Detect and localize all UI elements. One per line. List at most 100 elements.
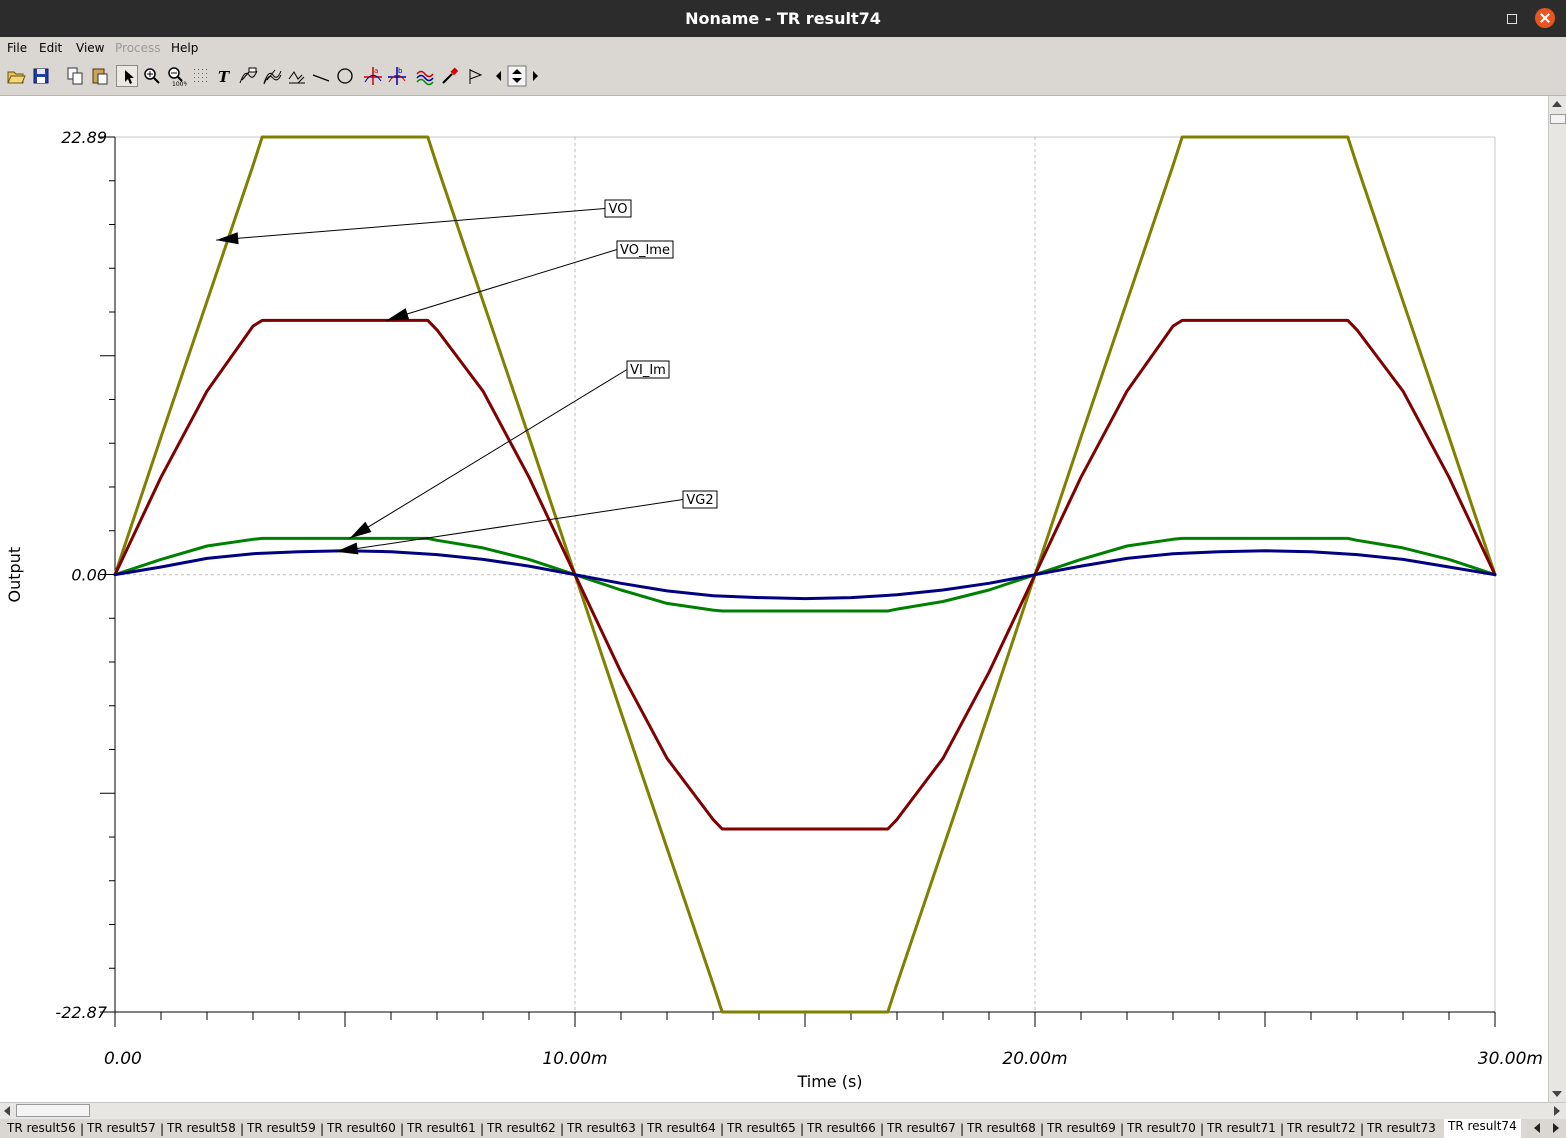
- maximize-button[interactable]: [1502, 8, 1522, 28]
- y-tick-label: 22.89: [61, 128, 107, 147]
- annotation-arrowhead: [349, 521, 372, 539]
- save-icon[interactable]: [30, 65, 52, 87]
- result-tabs: TR result56 | TR result57 | TR result58 | TR r…: [0, 1119, 1566, 1138]
- paste-icon[interactable]: [89, 65, 111, 87]
- cursor-b-icon[interactable]: b: [386, 65, 408, 87]
- waveform-label-icon[interactable]: [286, 65, 308, 87]
- scroll-right-arrow-icon[interactable]: [1554, 1106, 1560, 1116]
- annotation-label: VO_Ime: [620, 243, 670, 258]
- curve-label-icon[interactable]: [237, 65, 259, 87]
- tab-separator: |: [80, 1122, 85, 1136]
- copy-icon[interactable]: [64, 65, 86, 87]
- annotation-arrowhead: [335, 542, 359, 555]
- flag-icon[interactable]: [465, 65, 487, 87]
- tabs-scroll-left-icon[interactable]: [1534, 1123, 1540, 1133]
- scroll-down-icon[interactable]: [1552, 1091, 1562, 1097]
- tab-separator: |: [640, 1122, 645, 1136]
- tab-separator: |: [560, 1122, 565, 1136]
- tab-tr-result70[interactable]: TR result70: [1127, 1121, 1196, 1135]
- tab-separator: |: [1360, 1122, 1365, 1136]
- title-bar: Noname - TR result74: [0, 0, 1566, 37]
- x-axis-title: Time (s): [796, 1072, 862, 1091]
- x-tick-label: 30.00m: [1478, 1049, 1543, 1069]
- tab-separator: |: [400, 1122, 405, 1136]
- zoom-100-icon[interactable]: 100%: [165, 65, 187, 87]
- tab-tr-result74[interactable]: TR result74: [1444, 1119, 1521, 1138]
- series-line-vo-ime: [113, 318, 1497, 831]
- tab-separator: |: [1040, 1122, 1045, 1136]
- scroll-right-icon[interactable]: [529, 65, 541, 87]
- menu-file[interactable]: File: [7, 41, 28, 55]
- tab-separator: |: [240, 1122, 245, 1136]
- menu-edit[interactable]: Edit: [39, 41, 63, 55]
- y-tick-label: 0.00: [71, 566, 107, 585]
- annotation-layer: VO VO_Ime VI_Im VG2: [216, 199, 718, 555]
- close-button[interactable]: [1535, 8, 1555, 28]
- tab-separator: |: [1280, 1122, 1285, 1136]
- tab-tr-result68[interactable]: TR result68: [967, 1121, 1036, 1135]
- series-line-vo: [113, 135, 1497, 1014]
- wave-select-icon[interactable]: [414, 65, 436, 87]
- annotation-arrow-line: [349, 369, 628, 539]
- tab-tr-result71[interactable]: TR result71: [1207, 1121, 1276, 1135]
- tab-tr-result59[interactable]: TR result59: [247, 1121, 316, 1135]
- scroll-up-icon[interactable]: [1552, 101, 1562, 107]
- tab-tr-result73[interactable]: TR result73: [1367, 1121, 1436, 1135]
- line-icon[interactable]: [310, 65, 332, 87]
- tab-separator: |: [960, 1122, 965, 1136]
- chart-svg[interactable]: 22.89 0.00 -22.87 0.00 10.00m 20.00m 30.00m Tim…: [0, 96, 1548, 1102]
- annotation-arrowhead: [386, 308, 410, 321]
- annotation-arrow-line: [335, 499, 684, 553]
- plot-area[interactable]: 22.89 0.00 -22.87 0.00 10.00m 20.00m 30.00m Tim…: [0, 96, 1548, 1102]
- tab-tr-result72[interactable]: TR result72: [1287, 1121, 1356, 1135]
- scroll-left-icon[interactable]: [493, 65, 505, 87]
- open-folder-icon[interactable]: [5, 65, 27, 87]
- tab-tr-result63[interactable]: TR result63: [567, 1121, 636, 1135]
- grid-icon[interactable]: [190, 65, 212, 87]
- scroll-left-arrow-icon[interactable]: [4, 1106, 10, 1116]
- tab-separator: |: [480, 1122, 485, 1136]
- tab-tr-result66[interactable]: TR result66: [807, 1121, 876, 1135]
- vertical-scroll-thumb[interactable]: [1550, 114, 1566, 124]
- tab-separator: |: [800, 1122, 805, 1136]
- tab-tr-result69[interactable]: TR result69: [1047, 1121, 1116, 1135]
- tab-tr-result60[interactable]: TR result60: [327, 1121, 396, 1135]
- annotation-label: VI_Im: [630, 363, 666, 378]
- svg-text:100%: 100%: [172, 81, 187, 87]
- y-tick-label: -22.87: [55, 1003, 107, 1022]
- tab-tr-result67[interactable]: TR result67: [887, 1121, 956, 1135]
- y-axis-title: Output: [5, 547, 24, 603]
- menu-bar: File Edit View Process Help: [0, 37, 1566, 59]
- tab-tr-result64[interactable]: TR result64: [647, 1121, 716, 1135]
- annotation-label: VO: [609, 202, 628, 217]
- x-tick-label: 0.00: [104, 1049, 142, 1069]
- series-line-vi-im: [113, 536, 1497, 613]
- cursor-a-icon[interactable]: a: [362, 65, 384, 87]
- tab-tr-result61[interactable]: TR result61: [407, 1121, 476, 1135]
- tab-separator: |: [880, 1122, 885, 1136]
- tab-tr-result65[interactable]: TR result65: [727, 1121, 796, 1135]
- horizontal-scroll-thumb[interactable]: [16, 1104, 90, 1117]
- tab-tr-result56[interactable]: TR result56: [7, 1121, 76, 1135]
- tab-tr-result57[interactable]: TR result57: [87, 1121, 156, 1135]
- tab-separator: |: [720, 1122, 725, 1136]
- tabs-scroll-right-icon[interactable]: [1553, 1123, 1559, 1133]
- annotation-box: [604, 199, 632, 218]
- tab-tr-result58[interactable]: TR result58: [167, 1121, 236, 1135]
- tab-tr-result62[interactable]: TR result62: [487, 1121, 556, 1135]
- vertical-scrollbar[interactable]: [1548, 96, 1566, 1102]
- text-icon[interactable]: T: [214, 65, 236, 87]
- svg-text:b: b: [398, 67, 403, 75]
- pointer-icon[interactable]: [116, 65, 138, 87]
- zoom-in-icon[interactable]: [141, 65, 163, 87]
- menu-help[interactable]: Help: [171, 41, 199, 55]
- horizontal-scrollbar[interactable]: [0, 1102, 1566, 1119]
- tab-separator: |: [160, 1122, 165, 1136]
- circle-icon[interactable]: [334, 65, 356, 87]
- multi-curve-label-icon[interactable]: [261, 65, 283, 87]
- scroll-updown-icon[interactable]: [506, 65, 528, 87]
- annotation-arrowhead: [216, 232, 239, 245]
- annotation-box: [616, 240, 674, 259]
- probe-icon[interactable]: [439, 65, 461, 87]
- menu-view[interactable]: View: [76, 41, 105, 55]
